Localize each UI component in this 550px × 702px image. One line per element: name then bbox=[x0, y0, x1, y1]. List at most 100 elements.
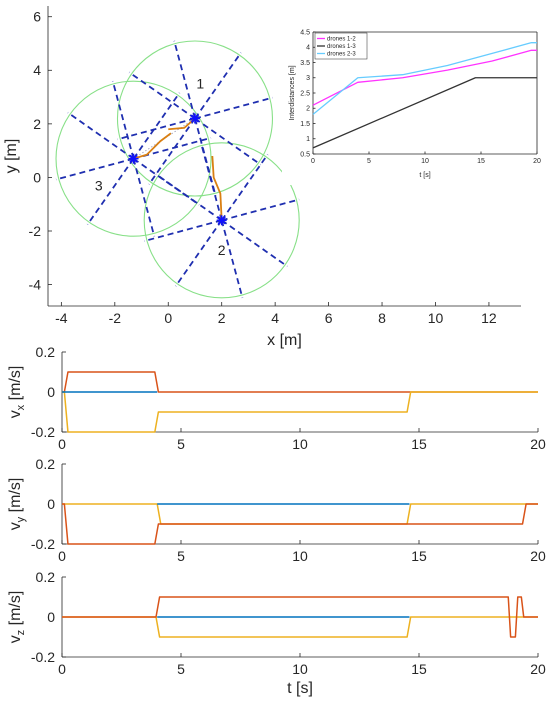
drone-label: 2 bbox=[218, 242, 226, 258]
x-tick-label: 0 bbox=[58, 436, 66, 452]
x-tick-label: 5 bbox=[177, 548, 185, 564]
x-tick-label: 5 bbox=[177, 661, 185, 677]
x-tick-label: 12 bbox=[481, 310, 497, 326]
y-axis-label: vx [m/s] bbox=[7, 366, 27, 419]
vy-plot: 0 5 10 15 20-0.200.2vy [m/s] bbox=[7, 456, 546, 564]
y-tick-label: 0.2 bbox=[36, 456, 56, 472]
x-axis-label: x [m] bbox=[267, 332, 302, 349]
sensor-ray bbox=[194, 52, 242, 120]
sensing-circle bbox=[116, 40, 274, 197]
sensor-ray bbox=[111, 80, 135, 159]
sensor-ray bbox=[221, 198, 300, 222]
sensor-ray bbox=[132, 92, 181, 160]
y-tick-label: 0 bbox=[33, 169, 41, 185]
sensing-circle bbox=[143, 142, 300, 299]
y-tick-label: 3 bbox=[306, 75, 310, 82]
x-axis-label: t [s] bbox=[287, 680, 313, 697]
x-tick-label: 5 bbox=[367, 158, 371, 165]
vx-plot: 0 5 10 15 20-0.200.2vx [m/s] bbox=[7, 344, 546, 452]
x-tick-label: 20 bbox=[530, 548, 546, 564]
y-tick-label: 0.2 bbox=[36, 344, 56, 360]
sensor-ray bbox=[220, 220, 244, 299]
drone-marker bbox=[217, 216, 226, 225]
x-tick-label: 10 bbox=[292, 436, 308, 452]
drone-marker bbox=[129, 154, 138, 163]
x-tick-label: 15 bbox=[411, 436, 427, 452]
x-tick-label: 0 bbox=[58, 548, 66, 564]
y-tick-label: 0.5 bbox=[300, 151, 310, 158]
y-axis-label: y [m] bbox=[3, 139, 20, 174]
distance-line bbox=[312, 42, 537, 115]
y-tick-label: 1 bbox=[306, 136, 310, 143]
legend-label: drones 1-3 bbox=[327, 44, 356, 50]
sensor-ray bbox=[117, 117, 196, 141]
y-tick-label: 0 bbox=[47, 496, 55, 512]
distance-line bbox=[312, 77, 537, 149]
y-tick-label: 4 bbox=[33, 62, 41, 78]
x-tick-label: 20 bbox=[530, 436, 546, 452]
velocity-line bbox=[62, 503, 538, 545]
y-tick-label: 4 bbox=[306, 45, 310, 52]
x-tick-label: 8 bbox=[378, 310, 386, 326]
y-tick-label: -4 bbox=[29, 276, 42, 292]
y-tick-label: 2.5 bbox=[300, 90, 310, 97]
drone-label: 1 bbox=[196, 76, 204, 92]
velocity-line bbox=[62, 596, 538, 638]
velocity-line bbox=[62, 371, 538, 393]
x-tick-label: 15 bbox=[411, 661, 427, 677]
sensor-ray bbox=[194, 96, 273, 120]
sensor-ray bbox=[67, 111, 135, 160]
vz-plot: 0 5 10 15 20-0.200.2vz [m/s]t [s] bbox=[7, 569, 546, 697]
legend-label: drones 1-2 bbox=[327, 37, 356, 43]
legend-label: drones 2-3 bbox=[327, 52, 356, 58]
y-axis-label: vy [m/s] bbox=[7, 478, 27, 531]
sensing-circle bbox=[55, 80, 212, 237]
sensor-ray bbox=[144, 219, 222, 242]
sensor-ray bbox=[155, 173, 223, 222]
y-tick-label: 0.2 bbox=[36, 569, 56, 585]
y-tick-label: 2 bbox=[33, 116, 41, 132]
x-tick-label: 15 bbox=[411, 548, 427, 564]
sensor-ray bbox=[132, 157, 200, 206]
x-tick-label: 20 bbox=[533, 158, 541, 165]
x-tick-label: 0 bbox=[164, 310, 172, 326]
x-tick-label: -2 bbox=[109, 310, 122, 326]
x-tick-label: 15 bbox=[477, 158, 485, 165]
x-tick-label: 2 bbox=[218, 310, 226, 326]
sensor-ray bbox=[194, 117, 262, 166]
y-tick-label: 3.5 bbox=[300, 60, 310, 67]
x-tick-label: 5 bbox=[177, 436, 185, 452]
y-axis-label: vz [m/s] bbox=[7, 591, 27, 644]
y-tick-label: -2 bbox=[29, 223, 42, 239]
x-tick-label: 0 bbox=[311, 158, 315, 165]
y-axis-label: Interdistances [m] bbox=[289, 65, 296, 120]
velocity-line bbox=[62, 391, 538, 433]
y-tick-label: -0.2 bbox=[31, 649, 55, 665]
velocity-line bbox=[62, 616, 538, 638]
x-tick-label: 20 bbox=[530, 661, 546, 677]
sensor-ray bbox=[132, 158, 156, 237]
y-tick-label: -0.2 bbox=[31, 424, 55, 440]
trajectory-line bbox=[133, 132, 172, 160]
x-tick-label: 0 bbox=[58, 661, 66, 677]
x-tick-label: 10 bbox=[421, 158, 429, 165]
sensor-ray bbox=[86, 158, 135, 226]
y-tick-label: -0.2 bbox=[31, 536, 55, 552]
y-tick-label: 4.5 bbox=[300, 29, 310, 36]
x-tick-label: -4 bbox=[55, 310, 68, 326]
sensor-ray bbox=[55, 157, 134, 181]
x-tick-label: 10 bbox=[292, 661, 308, 677]
y-tick-label: 1.5 bbox=[300, 121, 310, 128]
sensor-ray bbox=[221, 219, 288, 268]
sensor-ray bbox=[220, 153, 269, 221]
y-tick-label: 6 bbox=[33, 9, 41, 25]
sensor-ray bbox=[174, 219, 223, 287]
inset-background bbox=[282, 3, 547, 185]
sensor-ray bbox=[148, 117, 196, 185]
drone-label: 3 bbox=[95, 177, 103, 193]
sensor-ray bbox=[173, 40, 196, 119]
sensor-ray bbox=[128, 71, 196, 120]
